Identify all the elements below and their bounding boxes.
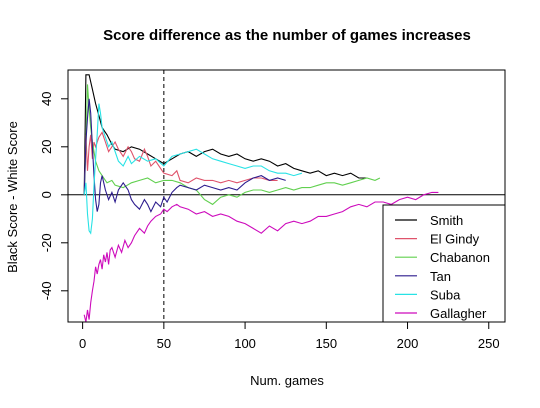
legend-label: Gallagher: [430, 306, 487, 321]
plot-area: 0 50 100 150 200 250 -40 -20 0 20 40: [39, 69, 506, 351]
plot-frame: [67, 69, 506, 323]
legend-label: Suba: [430, 287, 461, 302]
y-tick-label: 40: [39, 92, 54, 106]
x-tick-label: 100: [234, 336, 256, 351]
x-tick-label: 0: [79, 336, 86, 351]
y-tick-label: 20: [39, 140, 54, 154]
legend-box: [382, 204, 506, 323]
legend-label: El Gindy: [430, 232, 480, 247]
series-line-suba: [83, 103, 303, 235]
series-group: [83, 74, 439, 322]
series-line-tan: [83, 98, 286, 213]
x-tick-label: 250: [478, 336, 500, 351]
series-line-gallagher: [83, 191, 439, 322]
x-axis-label: Num. games: [250, 373, 324, 388]
series-line-el-gindy: [83, 131, 278, 195]
legend-label: Tan: [430, 269, 451, 284]
y-tick-label: 0: [39, 191, 54, 198]
series-line-smith: [83, 74, 367, 195]
y-axis-label: Black Score - White Score: [5, 121, 20, 273]
y-tick-label: -40: [39, 281, 54, 300]
legend: Smith El Gindy Chabanon Tan Suba Gallagher: [382, 204, 506, 323]
legend-label: Smith: [430, 213, 463, 228]
x-tick-label: 50: [157, 336, 171, 351]
y-tick-label: -20: [39, 233, 54, 252]
series-line-chabanon: [83, 84, 381, 206]
legend-label: Chabanon: [430, 250, 490, 265]
x-tick-label: 200: [397, 336, 419, 351]
chart-title: Score difference as the number of games …: [103, 27, 471, 44]
x-tick-label: 150: [315, 336, 337, 351]
